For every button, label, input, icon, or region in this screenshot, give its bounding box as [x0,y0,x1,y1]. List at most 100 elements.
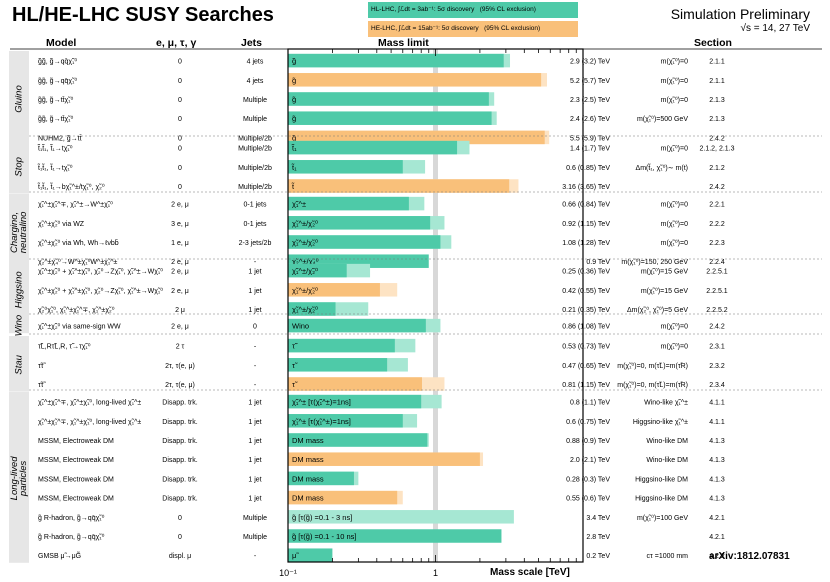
bar-label-3-2: χ̃₁^±/χ̃₂⁰ [292,305,318,314]
header-mass-limit: Mass limit [378,37,429,49]
result-cell-6-3: 2.0 (2.1) TeV [570,457,610,464]
section-cell-2-2: 2.2.3 [709,240,725,247]
section-cell-6-7: 4.2.1 [709,534,725,541]
model-cell-6-8: GMSB μ̃→μG̃ [38,552,81,560]
leptons-cell-6-8: displ. μ [169,553,191,560]
jets-cell-5-2: - [254,382,257,389]
jets-cell-4-0: 0 [253,324,257,331]
model-cell-3-0: χ̃₁^±χ̃₂⁰ + χ̃₁^±χ̃₁⁰, χ̃₂⁰→Zχ̃₁⁰, χ̃₁^±… [38,268,163,276]
jets-cell-0-0: 4 jets [247,59,264,66]
model-cell-2-3: χ̃₂^±χ̃₄⁰→W^±χ̃₁⁰W^±χ̃₁^± [38,258,117,266]
jets-cell-6-1: 1 jet [248,419,261,426]
result-cell-6-6: 3.4 TeV [586,515,610,522]
condition-cell-4-0: m(χ̃₁⁰)=0 [661,323,688,331]
section-cell-3-2: 2.2.5.2 [706,307,728,314]
model-cell-6-5: MSSM, Electroweak DM [38,496,114,503]
bar-discovery-3-1 [288,283,380,297]
leptons-cell-1-2: 0 [178,184,182,191]
section-cell-0-0: 2.1.1 [709,59,725,66]
x-axis-label: Mass scale [TeV] [490,567,570,578]
model-cell-1-0: t̃₁t̃₁, t̃₁→tχ̃₁⁰ [37,145,73,153]
leptons-cell-6-1: Disapp. trk. [162,419,197,426]
jets-cell-0-4: Multiple/2b [238,135,272,142]
jets-cell-0-1: 4 jets [247,78,264,85]
bar-label-6-7: g̃ [τ(g̃) =0.1 - 10 ns] [292,532,357,541]
leptons-cell-0-2: 0 [178,97,182,104]
bar-label-0-2: g̃ [292,95,297,104]
condition-cell-1-1: Δm(t̃₁, χ̃₁⁰)∼ m(t) [636,164,688,172]
bar-discovery-1-1 [288,160,403,174]
condition-cell-6-0: Wino-like χ̃₁^± [644,400,688,407]
jets-cell-5-1: - [254,363,257,370]
bar-label-6-2: DM mass [292,436,324,445]
result-cell-3-2: 0.21 (0.35) TeV [562,307,610,314]
group-band-1 [9,138,29,194]
bar-label-1-1: t̃₁ [291,163,297,172]
bar-discovery-6-0 [288,394,422,409]
bar-discovery-0-0 [288,53,504,68]
section-cell-6-4: 4.1.3 [709,476,725,483]
arxiv-reference: arXiv:1812.07831 [709,551,790,562]
condition-cell-1-0: m(χ̃₁⁰)=0 [661,145,688,153]
section-cell-3-1: 2.2.5.1 [706,288,728,295]
result-cell-2-2: 1.08 (1.28) TeV [562,240,610,247]
bar-label-6-1: χ̃₁^± [τ(χ̃₁^±)=1ns] [292,417,351,426]
model-cell-0-2: g̃g̃, g̃→tt̄χ̃₁⁰ [38,96,74,104]
bar-discovery-6-4 [288,471,354,486]
leptons-cell-5-2: 2τ, τ(e, μ) [165,382,195,389]
model-cell-6-2: MSSM, Electroweak DM [38,438,114,445]
section-cell-6-6: 4.2.1 [709,515,725,522]
group-band-2 [9,194,29,269]
condition-cell-6-6: m(χ̃₁⁰)=100 GeV [637,514,688,522]
condition-cell-2-1: m(χ̃₁⁰)=0 [661,220,688,228]
model-cell-6-3: MSSM, Electroweak DM [38,457,114,464]
jets-cell-2-3: - [254,259,257,266]
leptons-cell-3-1: 2 e, μ [171,288,189,295]
bar-discovery-1-2 [288,179,510,193]
result-cell-5-1: 0.47 (0.65) TeV [562,363,610,370]
jets-cell-1-2: Multiple/2b [238,184,272,191]
model-cell-5-0: τ̃L,Rτ̃L,R, τ̃→τχ̃₁⁰ [38,343,91,351]
jets-cell-3-0: 1 jet [248,269,261,276]
section-cell-4-0: 2.4.2 [709,324,725,331]
leptons-cell-6-0: Disapp. trk. [162,400,197,407]
leptons-cell-6-7: 0 [178,534,182,541]
bar-label-0-1: g̃ [292,76,297,85]
legend-hl-note: (95% CL exclusion) [479,6,536,13]
bar-discovery-6-5 [288,490,398,505]
bar-discovery-6-1 [288,414,403,428]
bar-discovery-5-0 [288,338,395,353]
result-cell-6-2: 0.88 (0.9) TeV [566,438,610,445]
legend-he-label: HE-LHC, ∫ℒdt = 15ab⁻¹: 5σ discovery [371,25,479,32]
section-cell-1-1: 2.1.2 [709,165,725,172]
section-cell-6-0: 4.1.1 [709,400,725,407]
bar-label-6-5: DM mass [292,494,324,503]
legend-hl-label: HL-LHC, ∫ℒdt = 3ab⁻¹: 5σ discovery [371,6,475,13]
model-cell-6-7: g̃ R-hadron, g̃→qq̄χ̃₁⁰ [38,533,105,541]
model-cell-5-1: τ̃τ̃ [38,363,47,370]
legend-he-lhc: HE-LHC, ∫ℒdt = 15ab⁻¹: 5σ discovery (95%… [368,21,578,37]
condition-cell-6-3: Wino-like DM [646,457,688,464]
jets-cell-6-0: 1 jet [248,400,261,407]
condition-cell-2-0: m(χ̃₁⁰)=0 [661,201,688,209]
leptons-cell-2-2: 1 e, μ [171,240,189,247]
group-label-4: Wino [14,315,25,337]
x-tick-label-0: 10⁻¹ [279,568,297,578]
section-cell-3-0: 2.2.5.1 [706,269,728,276]
bar-discovery-2-2 [288,235,441,249]
bar-label-6-8: μ̃ [292,551,299,560]
condition-cell-5-2: m(χ̃₁⁰)=0, m(τ̃L)=m(τ̃R) [617,381,688,389]
jets-cell-0-2: Multiple [243,97,267,104]
leptons-cell-0-4: 0 [178,135,182,142]
section-cell-0-1: 2.1.1 [709,78,725,85]
result-cell-3-0: 0.25 (0.36) TeV [562,269,610,276]
model-cell-6-6: g̃ R-hadron, g̃→qq̄χ̃₁⁰ [38,514,105,522]
model-cell-1-1: t̃₁t̃₁, t̃₁→tχ̃₁⁰ [37,164,73,172]
condition-cell-2-2: m(χ̃₁⁰)=0 [661,239,688,247]
header-model: Model [46,37,77,49]
leptons-cell-0-1: 0 [178,78,182,85]
jets-cell-2-0: 0-1 jets [244,202,267,209]
leptons-cell-2-1: 3 e, μ [171,221,189,228]
model-cell-1-2: t̃₁t̃₁, t̃₁→bχ̃₁^±/tχ̃₁⁰, χ̃₂⁰ [37,183,105,191]
section-cell-0-3: 2.1.3 [709,116,725,123]
